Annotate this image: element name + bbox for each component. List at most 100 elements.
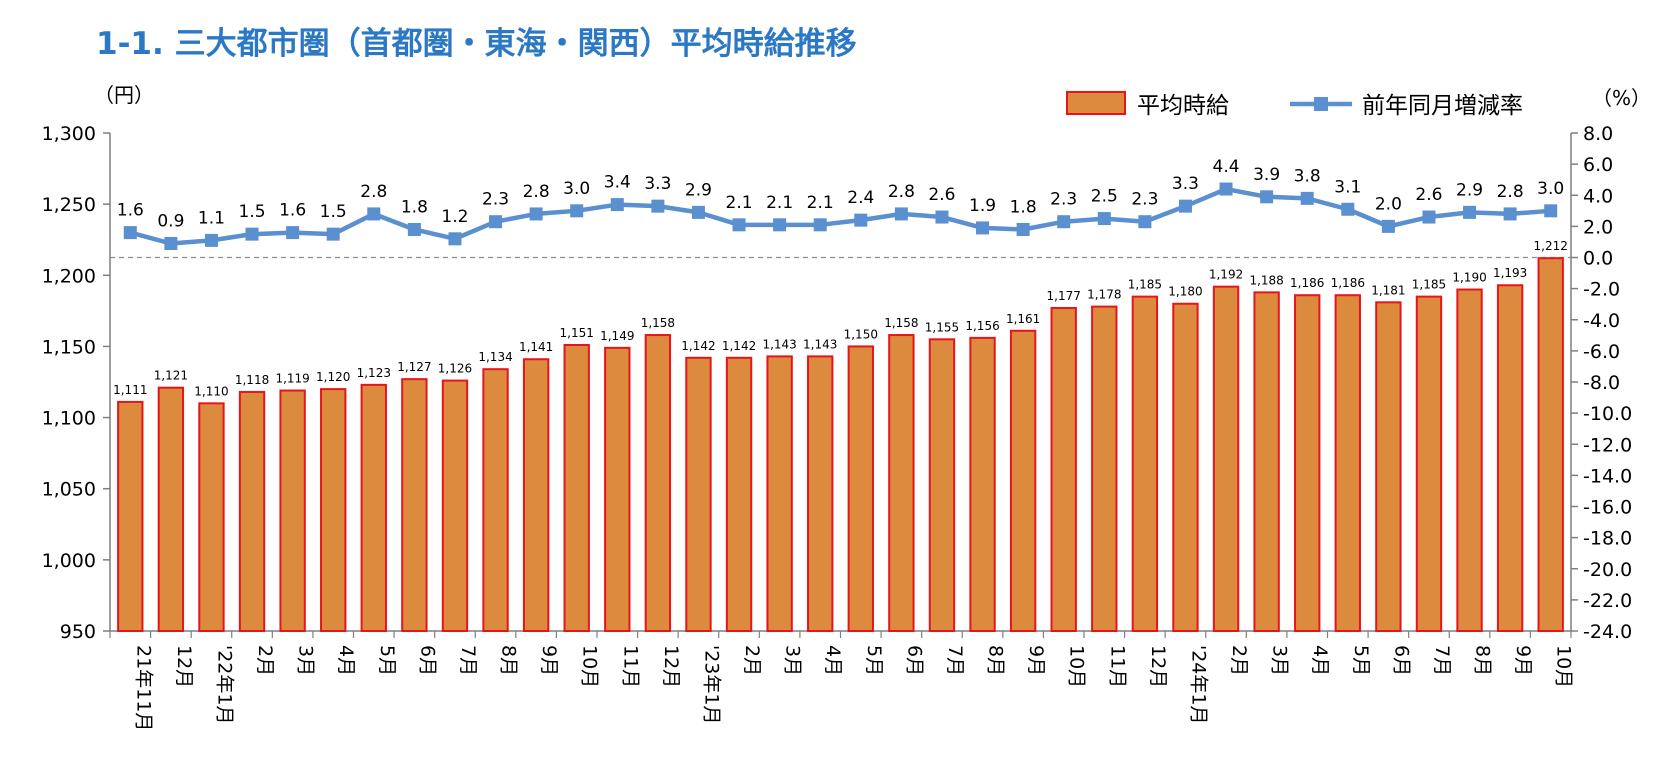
rate-marker [813,218,827,232]
rate-marker [1057,215,1071,229]
x-category-label: 6月 [903,645,925,676]
x-category-label: '22年1月 [213,645,235,725]
bar-value-label: 1,181 [1371,283,1405,297]
bar [1091,305,1118,632]
right-axis-unit: （%） [1592,86,1651,110]
bar-value-label: 1,134 [478,350,512,364]
rate-marker [1381,219,1395,233]
bar-value-label: 1,185 [1128,278,1162,292]
rate-value-label: 3.1 [1334,177,1361,197]
rate-marker [732,218,746,232]
bar [1212,285,1240,632]
bar [1253,291,1280,632]
bar [644,334,672,632]
rate-marker [1503,207,1517,221]
x-category-label: '23年1月 [700,645,722,725]
right-tick-label: -14.0 [1583,465,1632,487]
bar-value-label: 1,123 [357,366,391,380]
right-tick-label: 6.0 [1583,154,1613,176]
bar-value-label: 1,161 [1006,312,1040,326]
bar [1172,302,1199,632]
legend-bar-swatch [1066,91,1126,115]
x-category-label: 6月 [416,645,438,676]
bar [1415,295,1443,632]
rate-value-label: 1.6 [279,201,306,221]
rate-marker [610,198,624,212]
bar-value-label: 1,188 [1249,273,1283,287]
bar [1537,257,1564,632]
bar [1050,307,1077,632]
chart-title: 1-1. 三大都市圏（首都圏・東海・関西）平均時給推移 [96,26,857,62]
x-category-label: 2月 [741,645,763,676]
rate-value-label: 1.5 [320,202,347,222]
x-category-label: 12月 [1147,645,1169,688]
left-axis-unit: （円） [94,83,154,107]
bar [401,378,428,633]
bar [198,402,225,633]
right-tick-label: -6.0 [1583,341,1620,363]
right-tick-label: -12.0 [1583,434,1632,456]
bar-value-label: 1,192 [1209,268,1243,282]
bar-value-label: 1,158 [641,316,675,330]
rate-value-label: 2.0 [1375,194,1402,214]
bar [969,336,996,632]
bar-value-label: 1,193 [1493,266,1527,280]
bar-value-label: 1,178 [1087,288,1121,302]
rate-marker [245,227,259,241]
rate-marker [1097,212,1111,226]
bar-value-label: 1,155 [925,320,959,334]
rate-value-label: 4.4 [1213,157,1240,177]
bar [1009,329,1037,632]
right-tick-label: -4.0 [1583,310,1620,332]
legend-bar-label: 平均時給 [1137,93,1229,119]
bar [482,368,509,632]
rate-marker [529,207,543,221]
rate-marker [570,204,584,218]
bar [725,356,753,632]
x-category-label: 9月 [1025,645,1047,676]
x-category-label: 4月 [1309,645,1331,676]
x-category-label: 5月 [1350,645,1372,676]
rate-value-label: 2.1 [766,193,793,213]
rate-value-label: 1.8 [401,197,428,217]
x-category-label: 3月 [295,645,317,676]
x-category-label: 10月 [579,645,601,688]
bar [928,338,956,632]
bar [1294,294,1321,632]
rate-value-label: 2.8 [888,182,915,202]
bar [1131,295,1159,632]
x-category-label: 7月 [944,645,966,676]
bar-value-label: 1,185 [1412,278,1446,292]
rate-marker [1178,199,1192,213]
bar [157,386,185,633]
rate-marker [1544,204,1558,218]
rate-value-label: 1.9 [969,196,996,216]
rate-marker [407,222,421,236]
legend-line-marker [1314,97,1328,111]
bar-value-label: 1,151 [560,326,594,340]
rate-value-label: 3.4 [604,173,631,193]
x-category-label: 9月 [538,645,560,676]
bar-value-label: 1,121 [154,369,188,383]
x-category-label: 2月 [1228,645,1250,676]
bar [279,389,306,632]
bar-value-label: 1,158 [884,316,918,330]
bar-value-label: 1,111 [113,383,147,397]
rate-value-label: 3.3 [644,174,671,194]
x-category-label: 12月 [173,645,195,688]
rate-marker [854,213,868,227]
bar-value-label: 1,150 [844,327,878,341]
rate-marker [1422,210,1436,224]
rate-value-label: 2.1 [807,193,834,213]
bar [604,346,631,632]
rate-marker [691,205,705,219]
bar-value-label: 1,120 [316,370,350,384]
rate-marker [894,207,908,221]
bar [1334,294,1361,632]
rate-value-label: 2.3 [1131,190,1158,210]
rate-value-label: 2.6 [928,185,955,205]
rate-marker [367,207,381,221]
rate-marker [1463,205,1477,219]
bar [888,334,915,632]
